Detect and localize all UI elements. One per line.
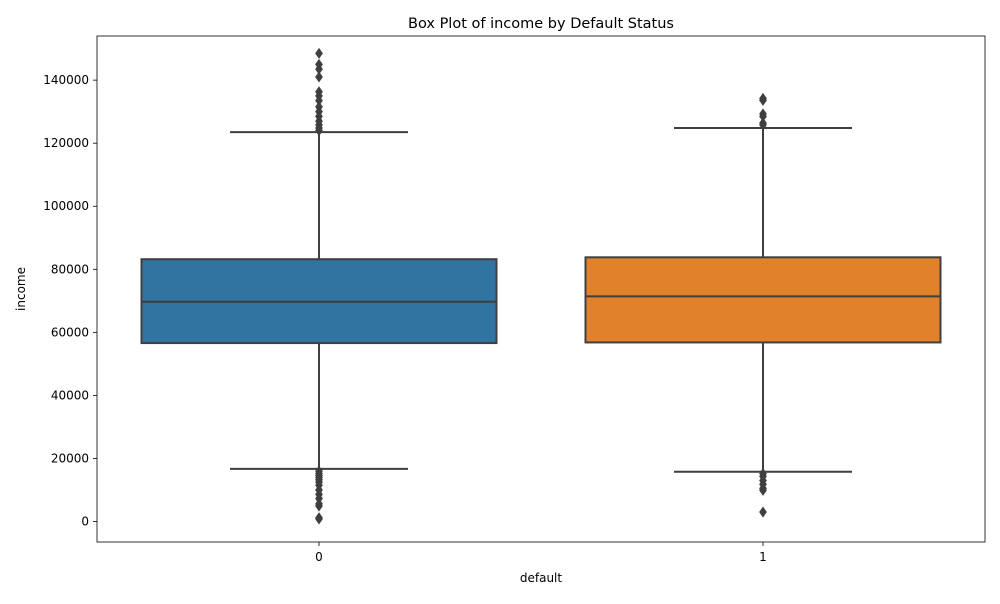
y-tick-label-1: 20000 [51, 451, 89, 465]
y-tick-label-5: 100000 [43, 199, 89, 213]
x-axis-label: default [520, 571, 563, 585]
y-tick-label-6: 120000 [43, 136, 89, 150]
axes-frame [96, 35, 986, 543]
x-tick-label-0: 0 [315, 550, 323, 564]
outlier-point-0-3 [315, 71, 323, 83]
y-axis-label: income [14, 267, 28, 311]
outlier-point-0-27 [315, 513, 323, 525]
marks-layer [140, 47, 942, 525]
box-group-1 [584, 92, 942, 518]
outlier-point-1-12 [759, 506, 767, 518]
x-tick-label-1: 1 [759, 550, 767, 564]
chart-title: Box Plot of income by Default Status [408, 16, 674, 32]
outlier-point-0-25 [315, 500, 323, 512]
y-axis-ticks: 0 20000 40000 60000 80000 100000 120000 140000 [43, 73, 97, 529]
box-group-0 [140, 47, 498, 525]
iqr-box-1 [584, 256, 942, 344]
y-tick-label-3: 60000 [51, 325, 89, 339]
y-tick-label-0: 0 [81, 515, 89, 529]
outlier-point-1-1 [759, 94, 767, 106]
outlier-point-1-5 [759, 119, 767, 131]
outlier-point-0-0 [315, 47, 323, 59]
outlier-point-0-13 [315, 125, 323, 137]
y-tick-label-7: 140000 [43, 73, 89, 87]
y-tick-label-2: 40000 [51, 388, 89, 402]
y-tick-label-4: 80000 [51, 262, 89, 276]
outlier-point-1-11 [759, 484, 767, 496]
